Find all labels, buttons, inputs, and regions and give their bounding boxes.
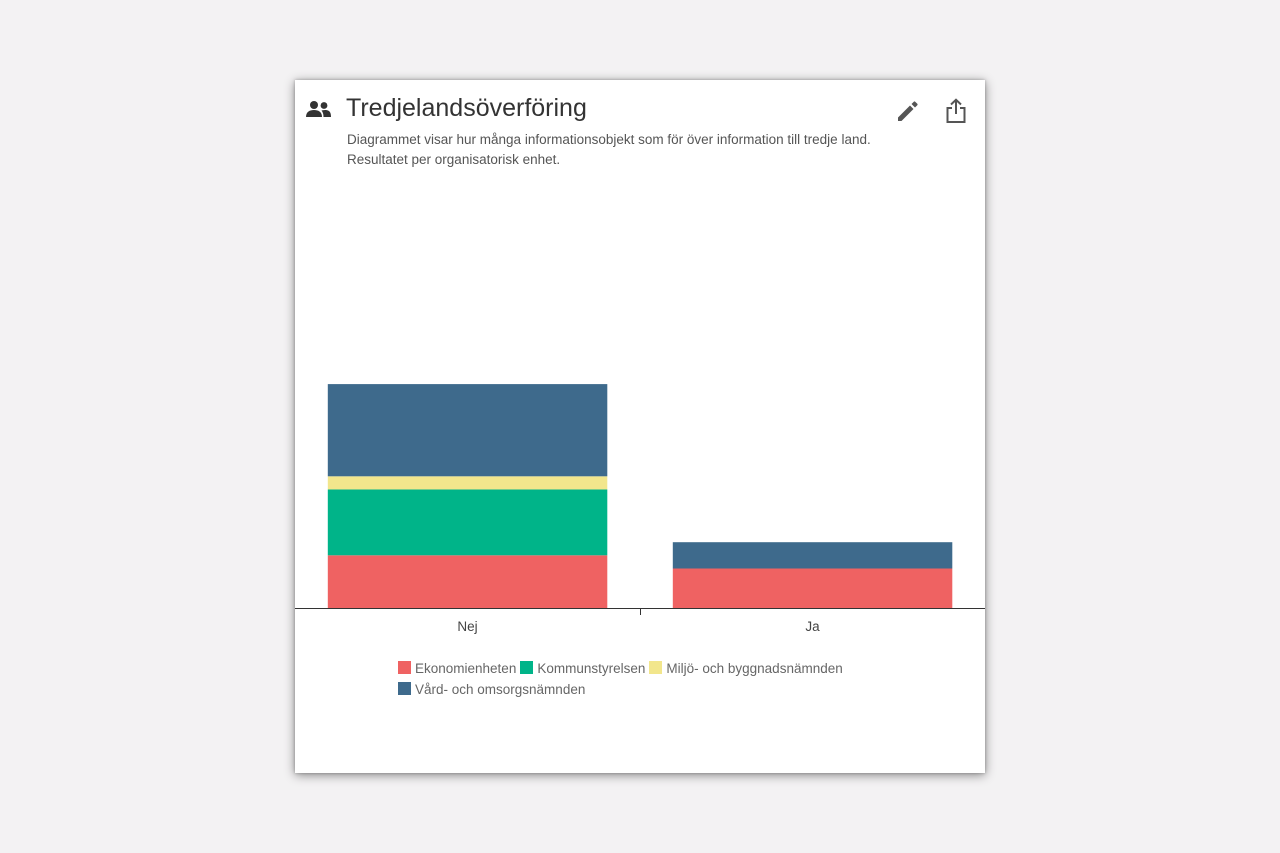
chart-title: Tredjelandsöverföring bbox=[346, 94, 587, 122]
edit-button[interactable] bbox=[894, 97, 922, 125]
legend-item-1[interactable]: Kommunstyrelsen bbox=[520, 658, 645, 679]
legend-item-0[interactable]: Ekonomienheten bbox=[398, 658, 516, 679]
legend-item-2[interactable]: Miljö- och byggnadsnämnden bbox=[649, 658, 843, 679]
share-button[interactable] bbox=[942, 97, 970, 125]
legend-swatch bbox=[398, 661, 411, 674]
bar-nej-series-1[interactable] bbox=[327, 489, 608, 556]
chart-legend: Ekonomienheten Kommunstyrelsen Miljö- och … bbox=[398, 658, 898, 700]
bar-chart: Nej Ja bbox=[295, 384, 985, 634]
chart-card: Tredjelandsöverföring Diagrammet visar h… bbox=[295, 80, 985, 773]
bar-ja-series-0[interactable] bbox=[672, 568, 953, 609]
x-tick-label-nej: Nej bbox=[457, 619, 477, 634]
chart-description: Diagrammet visar hur många informationso… bbox=[347, 132, 871, 167]
bar-nej-series-3[interactable] bbox=[327, 384, 608, 477]
legend-label: Miljö- och byggnadsnämnden bbox=[666, 661, 843, 676]
legend-label: Vård- och omsorgsnämnden bbox=[415, 682, 586, 697]
x-tick-label-ja: Ja bbox=[805, 619, 820, 634]
legend-swatch bbox=[398, 682, 411, 695]
people-icon bbox=[306, 101, 331, 117]
legend-label: Kommunstyrelsen bbox=[537, 661, 646, 676]
bar-ja-series-3[interactable] bbox=[672, 542, 953, 569]
pencil-icon bbox=[898, 101, 918, 121]
bar-nej-series-2[interactable] bbox=[327, 476, 608, 490]
legend-swatch bbox=[649, 661, 663, 674]
legend-label: Ekonomienheten bbox=[415, 661, 517, 676]
legend-item-3[interactable]: Vård- och omsorgsnämnden bbox=[398, 679, 585, 700]
bar-nej-series-0[interactable] bbox=[327, 555, 608, 608]
share-icon bbox=[946, 98, 966, 123]
legend-swatch bbox=[520, 661, 534, 674]
